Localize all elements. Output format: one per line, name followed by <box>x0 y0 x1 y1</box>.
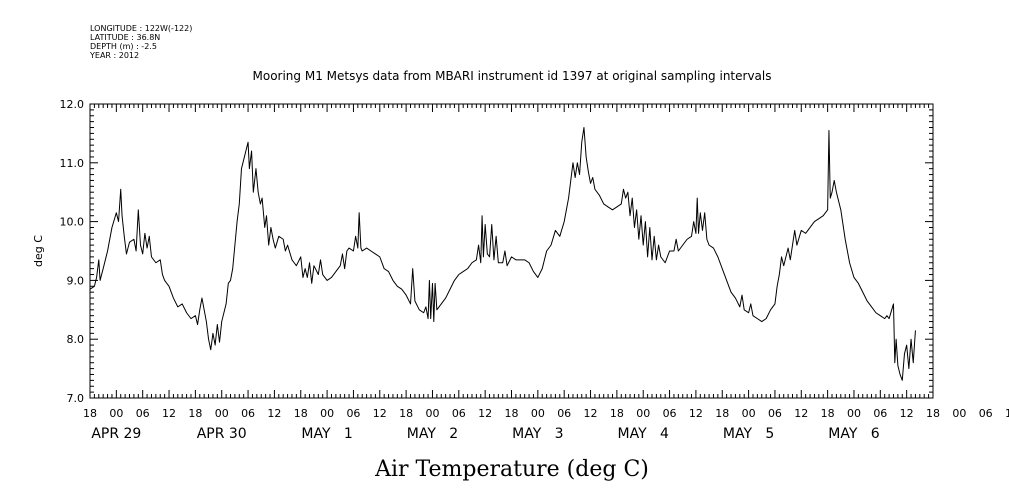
x-date-label: APR 30 <box>197 426 247 442</box>
y-tick-label: 7.0 <box>67 392 85 405</box>
x-tick-label: 18 <box>505 407 519 420</box>
x-date-label: MAY 6 <box>828 426 879 442</box>
plot-frame <box>89 103 934 399</box>
x-tick-label: 06 <box>136 407 150 420</box>
x-tick-label: 00 <box>636 407 650 420</box>
y-tick-label: 12.0 <box>60 98 85 111</box>
x-tick-label: 06 <box>979 407 993 420</box>
series-layer <box>89 127 916 381</box>
x-tick-label: 18 <box>294 407 308 420</box>
x-tick-label: 18 <box>399 407 413 420</box>
x-tick-label: 00 <box>742 407 756 420</box>
x-tick-label: 18 <box>610 407 624 420</box>
x-tick-label: 18 <box>821 407 835 420</box>
x-date-label: APR 29 <box>91 426 141 442</box>
y-tick-label: 10.0 <box>60 216 85 229</box>
metadata-block: LONGITUDE : 122W(-122) LATITUDE : 36.8N … <box>89 24 192 60</box>
x-tick-label: 00 <box>215 407 229 420</box>
x-tick-label: 12 <box>689 407 703 420</box>
x-tick-label: 12 <box>162 407 176 420</box>
x-tick-label: 00 <box>109 407 123 420</box>
x-tick-label: 00 <box>847 407 861 420</box>
x-tick-label: 12 <box>267 407 281 420</box>
x-tick-label: 12 <box>794 407 808 420</box>
x-tick-label: 00 <box>320 407 334 420</box>
x-tick-label: 12 <box>900 407 914 420</box>
x-tick-label: 18 <box>188 407 202 420</box>
x-tick-label: 06 <box>452 407 466 420</box>
metadata-line: LATITUDE : 36.8N <box>90 33 160 42</box>
metadata-line: LONGITUDE : 122W(-122) <box>90 24 192 33</box>
x-tick-label: 00 <box>952 407 966 420</box>
metadata-line: DEPTH (m) : -2.5 <box>90 42 157 51</box>
x-tick-label: 06 <box>241 407 255 420</box>
x-tick-label: 06 <box>557 407 571 420</box>
x-axis-label: Air Temperature (deg C) <box>374 457 649 482</box>
chart-title: Mooring M1 Metsys data from MBARI instru… <box>253 69 772 83</box>
x-date-label: MAY 5 <box>723 426 774 442</box>
x-tick-label: 00 <box>531 407 545 420</box>
y-tick-label: 8.0 <box>67 333 85 346</box>
x-tick-label: 18 <box>926 407 940 420</box>
x-tick-label: 12 <box>373 407 387 420</box>
x-tick-label: 18 <box>715 407 729 420</box>
x-tick-label: 06 <box>873 407 887 420</box>
x-tick-label: 06 <box>346 407 360 420</box>
x-axis: 18 00 06 12 18 00 06 12 18 00 06 12 18 00 06 12 18 00 06 12… <box>83 104 1009 442</box>
x-date-label: MAY 3 <box>512 426 563 442</box>
x-tick-label: 00 <box>425 407 439 420</box>
metadata-line: YEAR : 2012 <box>89 51 139 60</box>
x-tick-label: 12 <box>478 407 492 420</box>
x-tick-label: 06 <box>663 407 677 420</box>
x-tick-label: 06 <box>768 407 782 420</box>
x-date-label: MAY 2 <box>407 426 458 442</box>
y-tick-label: 9.0 <box>67 274 85 287</box>
y-axis: 7.0 8.0 9.0 10.0 11.0 12.0 <box>60 98 933 405</box>
x-tick-label: 12 <box>584 407 598 420</box>
series-line-air-temperature <box>89 127 916 381</box>
x-date-label: MAY 4 <box>618 426 669 442</box>
x-tick-label: 12 <box>1005 407 1009 420</box>
x-tick-label: 18 <box>83 407 97 420</box>
y-tick-label: 11.0 <box>60 157 85 170</box>
x-date-label: MAY 1 <box>301 426 352 442</box>
y-axis-label: deg C <box>32 235 45 267</box>
